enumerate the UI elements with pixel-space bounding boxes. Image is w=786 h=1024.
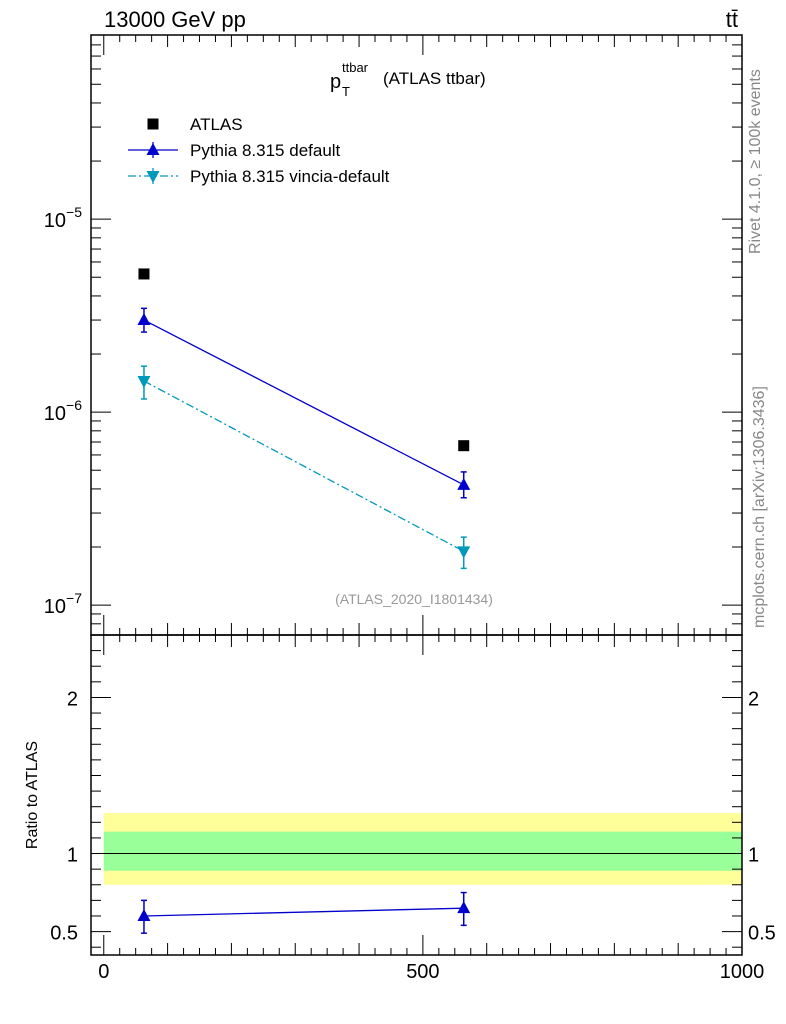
ratio-xtick-label: 1000 [720,961,765,983]
ratio-band-1 [103,831,742,871]
mcplots-label: mcplots.cern.ch [arXiv:1306.3436] [751,386,768,628]
title-subscript: T [342,84,350,99]
energy-label: 13000 GeV pp [104,7,246,32]
legend-label: ATLAS [190,115,243,134]
analysis-label: (ATLAS_2020_I1801434) [335,591,493,607]
data-point [457,477,471,490]
legend-label: Pythia 8.315 vincia-default [190,167,390,186]
main-ytick-exponent: −5 [66,204,82,220]
ratio-point [457,901,471,914]
series-line [143,319,465,486]
ratio-ytick-label-right: 2 [748,688,759,710]
ratio-series-0 [137,891,471,934]
ratio-bands [91,812,742,885]
main-ytick-label: 10−7 [44,590,82,618]
data-point [137,375,151,388]
ratio-ytick-label: 1 [67,845,78,867]
ratio-xtick-label: 0 [98,961,109,983]
main-plot-frame [90,34,743,636]
title-suffix: (ATLAS ttbar) [383,69,486,88]
legend-marker [146,171,160,183]
series-layer [137,268,471,934]
legend-item-2: Pythia 8.315 vincia-default [128,167,390,186]
title-superscript: ttbar [342,60,369,75]
ratio-ytick-label: 2 [67,688,78,710]
ratio-point [137,908,151,921]
legend-item-0: ATLAS [147,115,243,134]
main-ytick-label: 10−6 [44,397,82,425]
ratio-ylabel: Ratio to ATLAS [24,741,41,849]
series-line [143,380,465,552]
main-ytick-exponent: −7 [66,590,82,606]
rivet-label: Rivet 4.1.0, ≥ 100k events [747,69,764,254]
data-point [137,313,151,326]
main-ytick-exponent: −6 [66,397,82,413]
title-symbol: p [330,71,341,93]
ratio-ytick-label: 0.5 [50,923,78,945]
data-point [458,440,470,452]
ratio-ytick-label-right: 0.5 [748,923,776,945]
main-series-1 [137,307,471,499]
data-point [138,268,150,280]
ratio-ytick-label-right: 1 [748,845,759,867]
main-ytick-label: 10−5 [44,204,82,232]
process-label: tt̄ [726,7,738,32]
ratio-plot-frame [90,634,743,956]
main-series-0 [138,268,470,452]
legend-marker [147,118,159,130]
legend-item-1: Pythia 8.315 default [128,141,341,160]
legend: ATLAS Pythia 8.315 default Pythia 8.315 vi… [128,115,390,186]
ratio-line [143,907,464,917]
ratio-xtick-label: 500 [406,961,439,983]
plot-title: p ttbar T (ATLAS ttbar) [330,60,486,99]
legend-label: Pythia 8.315 default [190,141,341,160]
legend-marker [146,143,160,155]
main-series-2 [137,365,471,570]
data-point [457,546,471,559]
